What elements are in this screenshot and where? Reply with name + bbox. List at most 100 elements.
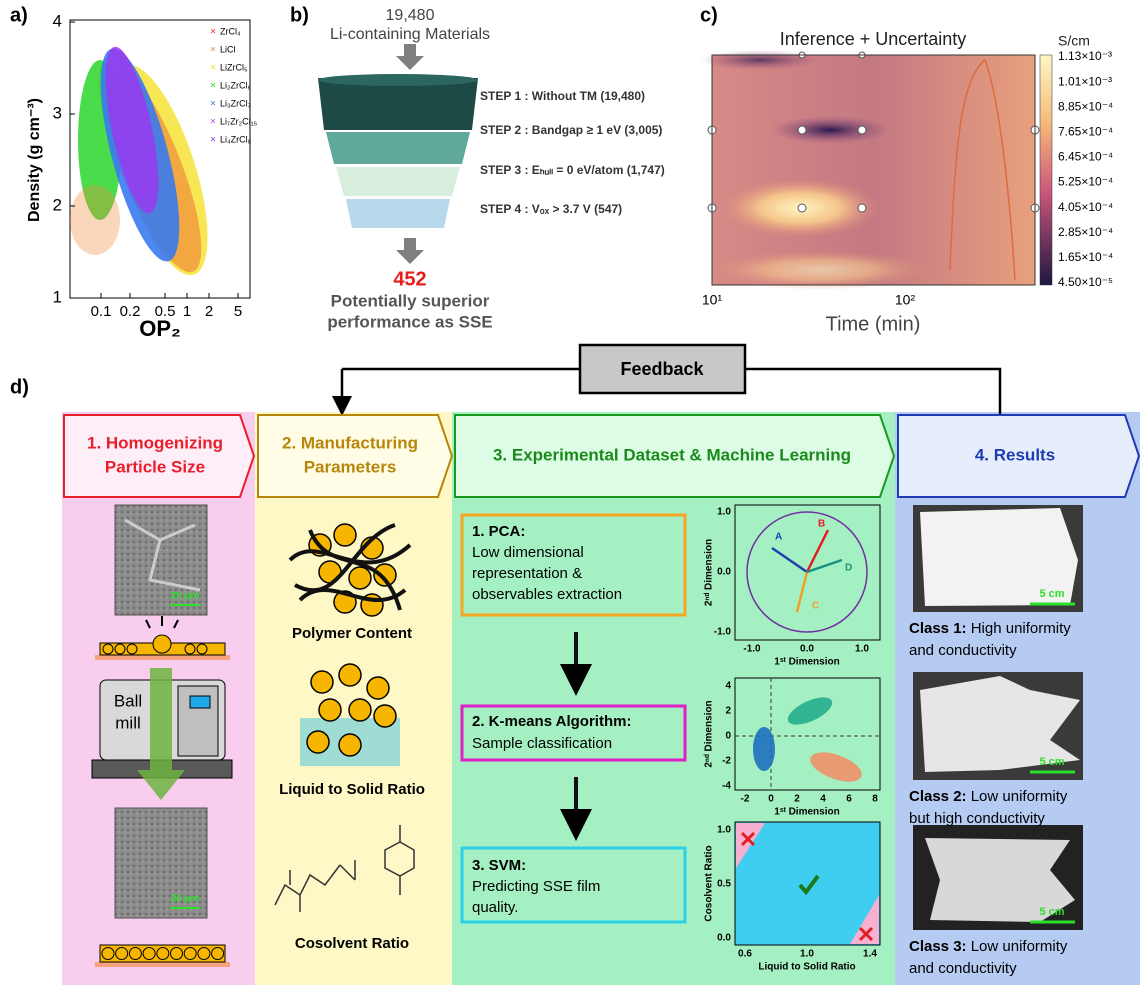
sample-point	[857, 125, 867, 135]
check	[798, 874, 820, 896]
panel-d: d) Feedback 1. Homogenizing Particle Siz…	[10, 343, 1141, 985]
y-axis-label: 2ⁿᵈ Dimension	[704, 539, 715, 606]
step: STEP 4 : Vₒₓ > 3.7 V (547)	[480, 202, 622, 216]
legend-label: Li₄ZrCl₈	[220, 134, 252, 144]
box-heading: 2. K-means Algorithm:	[472, 713, 631, 730]
legend-marker: ×	[210, 135, 216, 146]
y-axis-label: Cosolvent Ratio	[704, 845, 715, 921]
arrow	[396, 44, 424, 70]
group: 1.0 0.5 0.0 0.6 1.0 1.4 Cosolvent Ratio Liquid …	[704, 825, 878, 973]
process-arrow	[137, 668, 185, 800]
y-tick-label: -4	[722, 781, 731, 792]
panel-label: a)	[10, 4, 28, 26]
y-tick-label: -1.0	[714, 627, 732, 638]
cluster	[787, 697, 833, 725]
colorbar-tick-label: 8.85×10⁻⁴	[1058, 99, 1113, 113]
colorbar-unit: S/cm	[1058, 33, 1090, 49]
molecule	[274, 860, 356, 912]
particle	[126, 643, 138, 655]
scale-label: 5 cm	[1039, 906, 1064, 918]
heat-blob	[710, 250, 930, 290]
x-tick-label: 10²	[895, 292, 916, 308]
result-line: Potentially superior	[331, 291, 490, 310]
particle	[114, 643, 126, 655]
y-tick-label: 0.0	[717, 933, 731, 944]
polymer-chain	[288, 523, 412, 611]
legend-marker: ×	[210, 99, 216, 110]
x-axis-label: Time (min)	[826, 313, 921, 335]
plot-frame	[734, 821, 881, 946]
column-bg	[255, 412, 452, 985]
colorbar	[1039, 54, 1053, 286]
step: STEP 1 : Without TM (19,480)	[480, 89, 645, 103]
header-text: Particle Size	[105, 457, 205, 476]
cloud	[105, 46, 159, 214]
class-text: Low uniformity	[967, 938, 1068, 955]
x-tick-label: 2	[205, 303, 213, 320]
legend-marker: ×	[210, 81, 216, 92]
box-heading: 3. SVM:	[472, 857, 526, 874]
x-tick-label: 0	[768, 794, 774, 805]
header-text: 1. Homogenizing	[87, 433, 223, 452]
ball-mill-display	[189, 695, 211, 709]
colorbar-tick-label: 4.50×10⁻⁵	[1058, 275, 1113, 289]
legend-marker: ×	[210, 27, 216, 38]
item-label: Liquid to Solid Ratio	[279, 781, 425, 798]
x-tick-label: 1.4	[863, 949, 877, 960]
particle	[211, 947, 225, 960]
x-tick-label: 0.6	[738, 949, 752, 960]
scale-label: 5 cm	[1039, 756, 1064, 768]
box-heading: 1. PCA:	[472, 523, 525, 540]
particle	[373, 563, 397, 587]
y-tick-label: 0.5	[717, 879, 731, 890]
header-text: 2. Manufacturing	[282, 433, 418, 452]
particle	[338, 663, 362, 687]
cluster	[810, 752, 862, 782]
step: STEP 3 : Eₕᵤₗₗ = 0 eV/atom (1,747)	[480, 163, 665, 177]
header-text: Parameters	[304, 457, 397, 476]
film	[925, 838, 1075, 922]
funnel-layer	[318, 78, 478, 130]
particle	[183, 947, 197, 960]
x-tick-label: 4	[820, 794, 826, 805]
x-tick-label: 5	[234, 303, 242, 320]
scale-label: 5 cm	[1039, 588, 1064, 600]
group	[771, 529, 843, 613]
result-line: performance as SSE	[327, 312, 492, 331]
colorbar-tick-label: 1.65×10⁻⁴	[1058, 250, 1113, 264]
x-tick-label: 10¹	[702, 292, 723, 308]
x-tick-label: 0.1	[91, 303, 112, 320]
particle	[170, 947, 183, 960]
class-name: Class 2:	[909, 788, 967, 805]
legend-marker: ×	[210, 63, 216, 74]
class-line: and conductivity	[909, 642, 1017, 659]
box-text: Sample classification	[472, 735, 612, 752]
panel-a: a) × ZrCl₄ × LiCl × LiZrCl₅ × Li₂ZrCl₆ × Li₃ZrCl₇…	[10, 4, 258, 341]
x-tick-label: 1.0	[800, 949, 814, 960]
box-text: Predicting SSE film	[472, 878, 600, 895]
step-box	[460, 513, 687, 617]
particle	[115, 947, 129, 960]
colorbar-tick-label: 2.85×10⁻⁴	[1058, 225, 1113, 239]
step-box	[460, 846, 687, 924]
item-label: Polymer Content	[292, 625, 412, 642]
panel-c: c) Inference + Uncertainty S/cm 1.13×10⁻…	[700, 4, 1113, 335]
box-text: Low dimensional	[472, 544, 584, 561]
film	[920, 676, 1080, 772]
vector-label: B	[818, 519, 825, 530]
sem-feature	[124, 518, 201, 592]
cloud	[70, 185, 120, 255]
x-tick-label: 0.0	[800, 644, 814, 655]
y-tick-label: 3	[53, 103, 62, 122]
y-axis-label: 2ⁿᵈ Dimension	[704, 700, 715, 767]
colorbar-tick-label: 5.25×10⁻⁴	[1058, 175, 1113, 189]
x-tick-label: 0.5	[155, 303, 176, 320]
particle	[318, 698, 342, 722]
cold-blob	[770, 116, 890, 144]
y-tick-label: 1	[53, 287, 62, 306]
class-line: Class 1: High uniformity	[909, 620, 1071, 637]
scale-label: 20 µm	[171, 591, 200, 602]
colorbar-tick-label: 1.01×10⁻³	[1058, 74, 1112, 88]
header	[897, 414, 1141, 498]
vector	[805, 529, 830, 573]
